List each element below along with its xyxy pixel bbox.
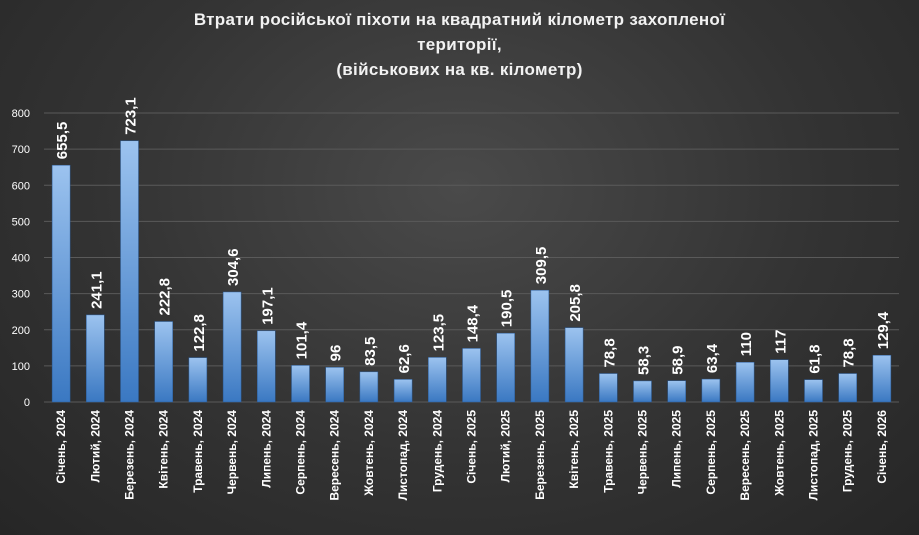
bar — [633, 380, 652, 403]
x-tick-label: Листопад, 2024 — [396, 410, 410, 501]
x-tick-label: Січень, 2026 — [875, 410, 889, 484]
bar — [735, 362, 755, 403]
x-tick-label: Серпень, 2024 — [294, 410, 308, 495]
y-tick-label: 200 — [12, 325, 30, 337]
value-label: 148,4 — [465, 304, 482, 342]
value-label: 96 — [328, 345, 345, 362]
x-tick-label: Липень, 2025 — [670, 410, 684, 488]
bar — [667, 380, 686, 403]
value-label: 129,4 — [875, 311, 892, 349]
x-tick-label: Травень, 2024 — [191, 410, 205, 493]
value-labels: 655,5 241,1 723,1 222,8 122,8 304,6 197,1 101,4… — [54, 97, 892, 375]
chart-title-line-2: території, — [417, 35, 502, 54]
bar — [257, 330, 276, 403]
value-label: 122,8 — [191, 314, 208, 352]
x-tick-label: Березень, 2025 — [533, 410, 547, 500]
x-tick-label: Жовтень, 2024 — [362, 410, 376, 497]
y-tick-label: 700 — [12, 144, 30, 156]
y-tick-label: 500 — [12, 216, 30, 228]
bar — [530, 289, 550, 403]
bar — [291, 365, 310, 403]
value-label: 205,8 — [567, 284, 584, 322]
value-label: 58,9 — [670, 346, 687, 375]
bar — [872, 355, 892, 403]
y-tick-label: 600 — [12, 180, 30, 192]
x-tick-label: Жовтень, 2025 — [772, 410, 786, 497]
x-tick-label: Грудень, 2024 — [430, 410, 444, 492]
bars — [51, 140, 892, 403]
bar — [701, 378, 721, 403]
x-tick-label: Січень, 2025 — [465, 410, 479, 484]
value-label: 190,5 — [499, 290, 516, 328]
x-tick-label: Квітень, 2024 — [157, 410, 171, 489]
bar — [804, 379, 823, 403]
x-tick-label: Лютий, 2025 — [499, 410, 513, 483]
value-label: 117 — [772, 330, 789, 354]
x-tick-label: Грудень, 2025 — [841, 410, 855, 492]
y-tick-label: 800 — [12, 108, 30, 120]
x-tick-label: Травень, 2025 — [601, 410, 615, 493]
chart-title-line-3: (військових на кв. кілометр) — [336, 60, 583, 79]
value-label: 63,4 — [704, 343, 721, 373]
bar — [154, 321, 173, 403]
value-label: 58,3 — [636, 346, 653, 375]
bar — [564, 327, 584, 403]
value-label: 197,1 — [259, 287, 276, 325]
value-label: 222,8 — [157, 278, 174, 316]
value-label: 62,6 — [396, 344, 413, 373]
value-label: 78,8 — [841, 338, 858, 367]
x-tick-label: Січень, 2024 — [54, 410, 68, 484]
bar — [51, 164, 71, 403]
x-tick-label: Лютий, 2024 — [88, 410, 102, 483]
x-tick-label: Березень, 2024 — [123, 410, 137, 500]
chart-title-line-1: Втрати російської піхоти на квадратний к… — [193, 10, 726, 29]
y-tick-label: 300 — [12, 289, 30, 301]
x-tick-label: Червень, 2025 — [636, 410, 650, 495]
x-tick-label: Червень, 2024 — [225, 410, 239, 495]
value-label: 123,5 — [430, 314, 447, 352]
x-tick-label: Листопад, 2025 — [807, 410, 821, 501]
y-tick-label: 100 — [12, 361, 30, 373]
value-label: 723,1 — [123, 97, 140, 135]
value-label: 309,5 — [533, 247, 550, 285]
bar — [462, 348, 481, 403]
bar — [86, 314, 105, 403]
y-tick-label: 0 — [24, 397, 30, 409]
bar — [325, 367, 344, 403]
x-tick-label: Вересень, 2024 — [328, 410, 342, 501]
x-tick-label: Серпень, 2025 — [704, 410, 718, 495]
y-tick-label: 400 — [12, 253, 30, 265]
value-label: 655,5 — [54, 122, 71, 160]
bar — [838, 373, 857, 403]
value-label: 241,1 — [88, 271, 105, 309]
bar — [599, 373, 618, 403]
value-label: 83,5 — [362, 337, 379, 366]
bar — [428, 357, 447, 403]
bar — [393, 379, 413, 403]
x-tick-label: Липень, 2024 — [259, 410, 273, 488]
y-axis-ticks: 0 100 200 300 400 500 600 700 800 — [12, 108, 30, 409]
value-label: 78,8 — [601, 338, 618, 367]
bar — [496, 332, 515, 403]
value-label: 304,6 — [225, 248, 242, 286]
bar — [222, 291, 242, 403]
value-label: 110 — [738, 332, 755, 356]
x-tick-label: Вересень, 2025 — [738, 410, 752, 501]
x-tick-label: Квітень, 2025 — [567, 410, 581, 489]
bar — [359, 371, 379, 403]
bar — [770, 359, 789, 403]
bar — [120, 140, 139, 403]
value-label: 61,8 — [807, 344, 824, 373]
bar — [188, 357, 208, 403]
value-label: 101,4 — [294, 321, 311, 359]
x-axis-ticks: Січень, 2024 Лютий, 2024 Березень, 2024 Кві… — [54, 410, 889, 501]
